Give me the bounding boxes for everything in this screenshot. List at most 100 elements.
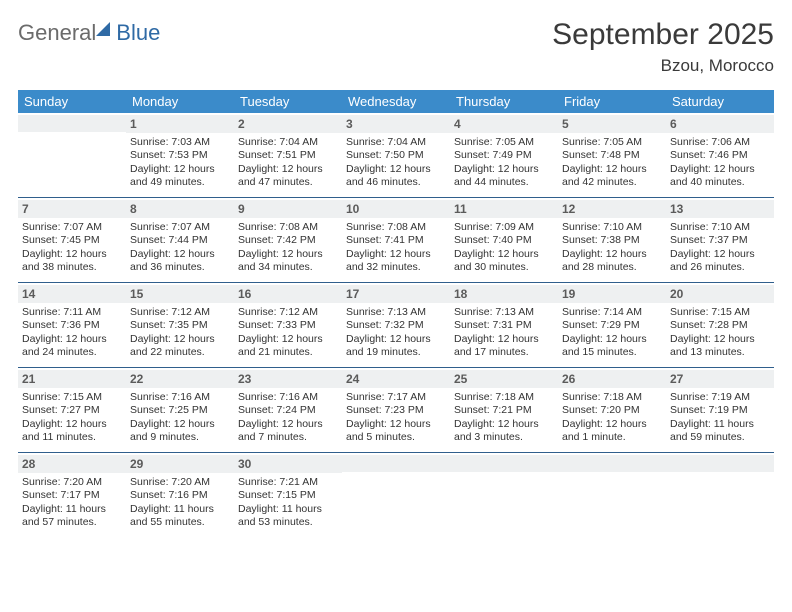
sunset-text: Sunset: 7:50 PM [346,149,446,162]
day-cell: 30Sunrise: 7:21 AMSunset: 7:15 PMDayligh… [234,453,342,537]
sunrise-text: Sunrise: 7:05 AM [562,136,662,149]
sunrise-text: Sunrise: 7:10 AM [670,221,770,234]
sunrise-text: Sunrise: 7:14 AM [562,306,662,319]
daylight-text: Daylight: 12 hours and 28 minutes. [562,248,662,275]
daylight-text: Daylight: 12 hours and 24 minutes. [22,333,122,360]
day-cell: 14Sunrise: 7:11 AMSunset: 7:36 PMDayligh… [18,283,126,367]
daylight-text: Daylight: 12 hours and 34 minutes. [238,248,338,275]
sunset-text: Sunset: 7:27 PM [22,404,122,417]
sunrise-text: Sunrise: 7:16 AM [130,391,230,404]
daylight-text: Daylight: 12 hours and 9 minutes. [130,418,230,445]
day-number: 8 [126,200,234,218]
day-cell: 16 Sunrise: 7:12 AMSunset: 7:33 PMDayligh… [234,283,342,367]
day-number [450,455,558,472]
sunrise-text: Sunrise: 7:12 AM [130,306,230,319]
sunset-text: Sunset: 7:20 PM [562,404,662,417]
day-info: Sunrise: 7:17 AMSunset: 7:23 PMDaylight:… [346,391,446,445]
day-info: Sunrise: 7:07 AMSunset: 7:45 PMDaylight:… [22,221,122,275]
day-number: 7 [18,200,126,218]
day-number: 16 [234,285,342,303]
day-number [342,455,450,472]
day-number [666,455,774,472]
title-block: September 2025 Bzou, Morocco [552,20,774,76]
day-cell: 27Sunrise: 7:19 AMSunset: 7:19 PMDayligh… [666,368,774,452]
day-number: 1 [126,115,234,133]
sunset-text: Sunset: 7:25 PM [130,404,230,417]
sunrise-text: Sunrise: 7:13 AM [454,306,554,319]
day-cell [18,113,126,197]
day-info: Sunrise: 7:15 AMSunset: 7:28 PMDaylight:… [670,306,770,360]
logo-word2: Blue [116,20,160,46]
day-cell: 22 Sunrise: 7:16 AMSunset: 7:25 PMDayligh… [126,368,234,452]
day-number: 26 [558,370,666,388]
day-cell: 5 Sunrise: 7:05 AMSunset: 7:48 PMDaylight… [558,113,666,197]
daylight-text: Daylight: 12 hours and 42 minutes. [562,163,662,190]
day-number: 5 [558,115,666,133]
day-info: Sunrise: 7:09 AMSunset: 7:40 PMDaylight:… [454,221,554,275]
day-number: 29 [126,455,234,473]
week-row: 21 Sunrise: 7:15 AMSunset: 7:27 PMDayligh… [18,368,774,453]
sunrise-text: Sunrise: 7:05 AM [454,136,554,149]
sunset-text: Sunset: 7:45 PM [22,234,122,247]
day-cell: 17Sunrise: 7:13 AMSunset: 7:32 PMDayligh… [342,283,450,367]
day-cell: 10 Sunrise: 7:08 AMSunset: 7:41 PMDayligh… [342,198,450,282]
dow-fri: Friday [558,90,666,113]
day-cell: 18 Sunrise: 7:13 AMSunset: 7:31 PMDayligh… [450,283,558,367]
day-info: Sunrise: 7:13 AMSunset: 7:31 PMDaylight:… [454,306,554,360]
sunrise-text: Sunrise: 7:17 AM [346,391,446,404]
day-cell: 12Sunrise: 7:10 AMSunset: 7:38 PMDayligh… [558,198,666,282]
daylight-text: Daylight: 12 hours and 40 minutes. [670,163,770,190]
daylight-text: Daylight: 12 hours and 22 minutes. [130,333,230,360]
daylight-text: Daylight: 12 hours and 11 minutes. [22,418,122,445]
day-number: 27 [666,370,774,388]
daylight-text: Daylight: 12 hours and 17 minutes. [454,333,554,360]
day-number [558,455,666,472]
day-info: Sunrise: 7:15 AMSunset: 7:27 PMDaylight:… [22,391,122,445]
daylight-text: Daylight: 11 hours and 55 minutes. [130,503,230,530]
day-number: 2 [234,115,342,133]
sunrise-text: Sunrise: 7:13 AM [346,306,446,319]
day-number: 18 [450,285,558,303]
day-info: Sunrise: 7:06 AMSunset: 7:46 PMDaylight:… [670,136,770,190]
week-row: 7Sunrise: 7:07 AMSunset: 7:45 PMDaylight… [18,198,774,283]
calendar-page: General Blue September 2025 Bzou, Morocc… [0,0,792,557]
day-number [18,115,126,132]
day-number: 10 [342,200,450,218]
sunrise-text: Sunrise: 7:07 AM [22,221,122,234]
sunset-text: Sunset: 7:38 PM [562,234,662,247]
daylight-text: Daylight: 11 hours and 57 minutes. [22,503,122,530]
sunset-text: Sunset: 7:16 PM [130,489,230,502]
day-number: 9 [234,200,342,218]
sunset-text: Sunset: 7:28 PM [670,319,770,332]
day-number: 19 [558,285,666,303]
day-info: Sunrise: 7:21 AMSunset: 7:15 PMDaylight:… [238,476,338,530]
sunrise-text: Sunrise: 7:16 AM [238,391,338,404]
daylight-text: Daylight: 12 hours and 44 minutes. [454,163,554,190]
day-number: 12 [558,200,666,218]
dow-wed: Wednesday [342,90,450,113]
day-info: Sunrise: 7:12 AMSunset: 7:33 PMDaylight:… [238,306,338,360]
daylight-text: Daylight: 12 hours and 7 minutes. [238,418,338,445]
sunrise-text: Sunrise: 7:04 AM [346,136,446,149]
week-row: 28Sunrise: 7:20 AMSunset: 7:17 PMDayligh… [18,453,774,537]
sunset-text: Sunset: 7:40 PM [454,234,554,247]
sunset-text: Sunset: 7:48 PM [562,149,662,162]
day-cell: 28Sunrise: 7:20 AMSunset: 7:17 PMDayligh… [18,453,126,537]
day-cell: 4Sunrise: 7:05 AMSunset: 7:49 PMDaylight… [450,113,558,197]
day-info: Sunrise: 7:08 AMSunset: 7:41 PMDaylight:… [346,221,446,275]
page-header: General Blue September 2025 Bzou, Morocc… [18,20,774,76]
day-info: Sunrise: 7:07 AMSunset: 7:44 PMDaylight:… [130,221,230,275]
sunset-text: Sunset: 7:53 PM [130,149,230,162]
daylight-text: Daylight: 12 hours and 1 minute. [562,418,662,445]
day-cell [558,453,666,537]
day-number: 22 [126,370,234,388]
sunrise-text: Sunrise: 7:12 AM [238,306,338,319]
daylight-text: Daylight: 12 hours and 15 minutes. [562,333,662,360]
daylight-text: Daylight: 12 hours and 46 minutes. [346,163,446,190]
day-number: 21 [18,370,126,388]
day-info: Sunrise: 7:05 AMSunset: 7:48 PMDaylight:… [562,136,662,190]
day-cell: 29 Sunrise: 7:20 AMSunset: 7:16 PMDayligh… [126,453,234,537]
sunrise-text: Sunrise: 7:15 AM [670,306,770,319]
sunrise-text: Sunrise: 7:20 AM [130,476,230,489]
daylight-text: Daylight: 12 hours and 49 minutes. [130,163,230,190]
